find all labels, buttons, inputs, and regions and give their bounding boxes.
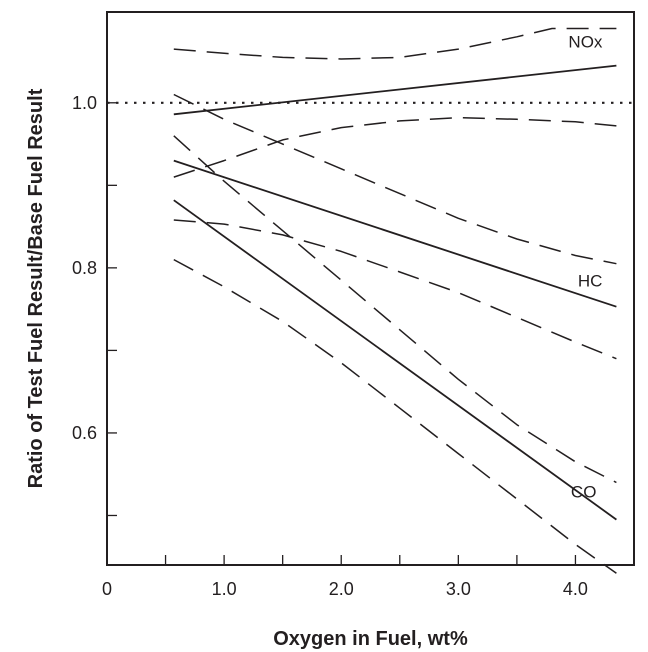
y-axis-title: Ratio of Test Fuel Result/Base Fuel Resu… [25, 88, 47, 488]
series-line-hc [173, 159, 617, 308]
series-line-nox [173, 64, 617, 116]
x-tick-label: 0 [102, 579, 112, 599]
x-tick-label: 4.0 [563, 579, 588, 599]
plot-frame [106, 11, 635, 566]
series-label-hc: HC [578, 272, 603, 291]
y-axis-ticks [107, 102, 117, 517]
x-axis-title: Oxygen in Fuel, wt% [273, 628, 468, 650]
x-axis-tick-labels: 0 1.0 2.0 3.0 4.0 [102, 579, 588, 599]
y-tick-label: 0.8 [72, 258, 97, 278]
x-tick-label: 3.0 [446, 579, 471, 599]
plot-marks [107, 27, 634, 574]
series-label-co: CO [571, 483, 597, 502]
confidence-band-line [173, 219, 617, 360]
confidence-band-line [173, 258, 617, 574]
series-labels: NOx HC CO [568, 33, 603, 502]
y-tick-label: 1.0 [72, 93, 97, 113]
series-label-nox: NOx [568, 33, 603, 52]
confidence-band-line [173, 116, 617, 178]
confidence-band-line [173, 27, 617, 60]
y-tick-label: 0.6 [72, 423, 97, 443]
x-tick-label: 1.0 [212, 579, 237, 599]
confidence-band-line [173, 135, 617, 484]
series-line-co [173, 199, 617, 521]
confidence-band-line [173, 93, 617, 265]
y-axis-tick-labels: 0.6 0.8 1.0 [72, 93, 97, 443]
x-axis-ticks [164, 555, 577, 565]
x-tick-label: 2.0 [329, 579, 354, 599]
